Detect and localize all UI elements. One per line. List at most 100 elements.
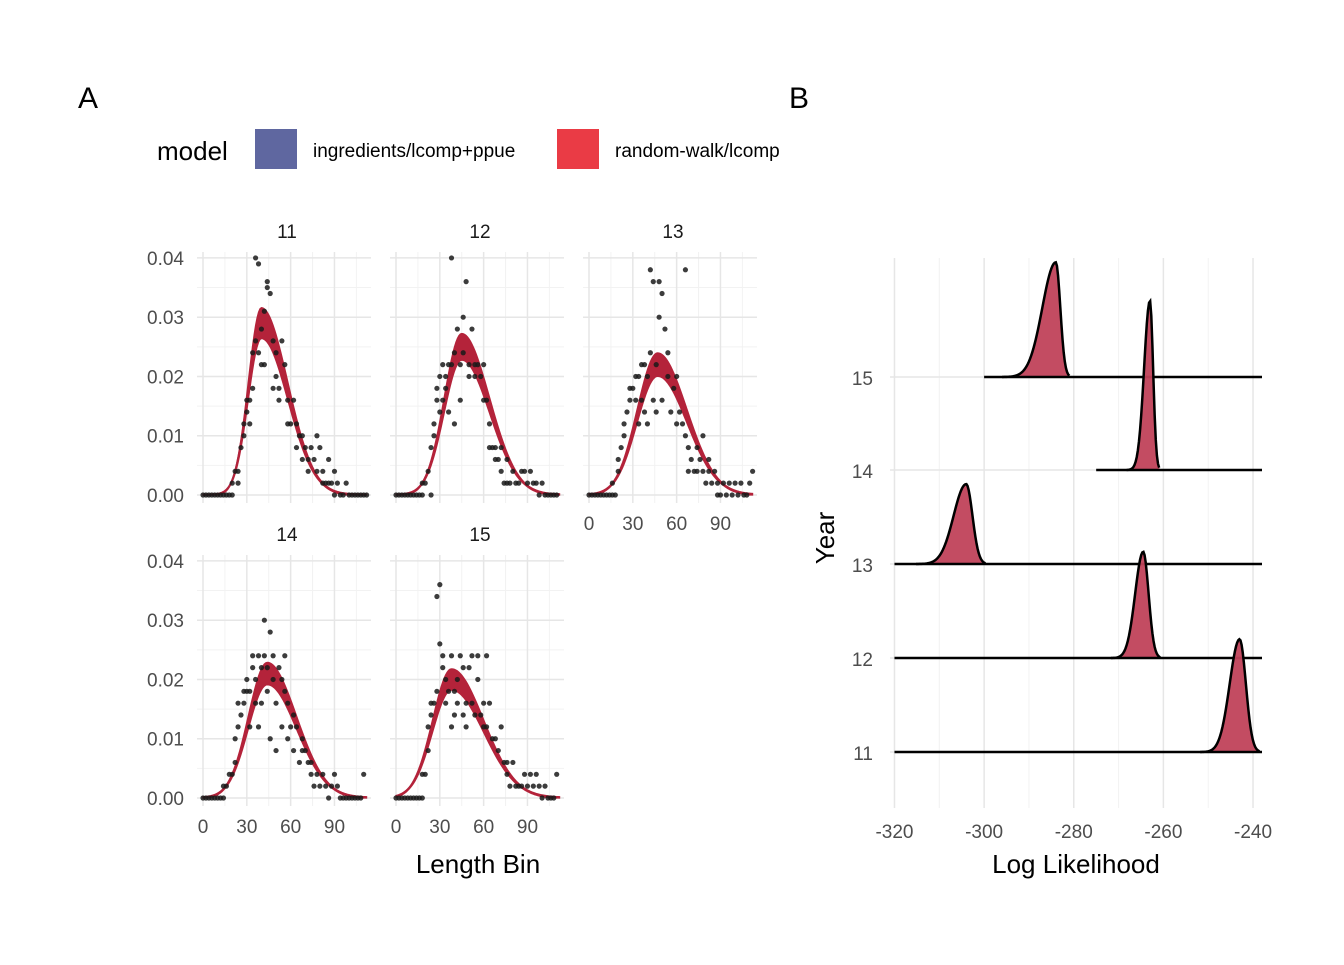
observed-point (481, 700, 487, 706)
legend-key-random-walk (557, 129, 599, 169)
observed-point (302, 444, 308, 451)
observed-point (440, 665, 446, 671)
observed-point (252, 255, 259, 261)
x-tick-label: -300 (965, 822, 1003, 843)
observed-point (314, 771, 320, 777)
observed-point (533, 480, 539, 486)
observed-point (290, 747, 297, 754)
observed-point (232, 736, 238, 742)
observed-point (437, 641, 443, 647)
observed-point (533, 771, 539, 777)
observed-point (220, 795, 227, 801)
observed-point (709, 480, 715, 486)
observed-point (255, 724, 262, 730)
observed-point (252, 676, 259, 683)
observed-point (241, 433, 247, 439)
observed-point (539, 480, 545, 486)
x-tick-label: 0 (584, 514, 595, 535)
observed-point (472, 712, 478, 718)
observed-point (539, 795, 545, 801)
observed-point (723, 492, 729, 498)
y-tick-label: 14 (852, 462, 874, 483)
facet-12: 12 (390, 222, 564, 503)
observed-point (527, 468, 534, 474)
observed-point (735, 492, 741, 498)
observed-point (305, 456, 311, 463)
x-tick-label: 90 (324, 817, 345, 838)
x-tick-label: 30 (622, 514, 643, 535)
observed-point (241, 700, 247, 706)
observed-point (255, 653, 262, 659)
y-tick-label: 0.01 (147, 427, 184, 448)
observed-point (536, 492, 542, 498)
observed-point (425, 747, 431, 754)
observed-point (247, 397, 253, 403)
observed-point (247, 421, 253, 427)
observed-point (469, 326, 475, 332)
observed-point (463, 700, 469, 706)
observed-point (656, 279, 662, 285)
observed-point (302, 747, 308, 754)
observed-point (694, 468, 700, 474)
observed-point (510, 759, 516, 766)
observed-point (305, 468, 311, 474)
observed-point (463, 279, 469, 285)
ridge-density-area (915, 484, 987, 564)
observed-point (250, 665, 256, 671)
observed-point (504, 771, 510, 777)
y-tick-label: 0.02 (147, 670, 184, 691)
observed-point (478, 373, 484, 380)
observed-point (235, 724, 241, 730)
observed-point (261, 362, 267, 368)
observed-point (258, 326, 265, 332)
observed-point (460, 350, 466, 356)
observed-point (551, 795, 557, 801)
observed-point (273, 373, 279, 380)
observed-point (457, 362, 463, 368)
observed-point (712, 468, 718, 474)
facet-15: 15 (390, 525, 564, 806)
observed-point (288, 724, 294, 730)
observed-point (659, 397, 665, 403)
observed-point (299, 433, 305, 439)
observed-point (747, 480, 753, 486)
y-tick-label: 0.00 (147, 486, 184, 507)
observed-point (235, 480, 241, 486)
observed-point (685, 468, 691, 474)
y-tick-label: 0.03 (147, 308, 184, 329)
x-tick-label: 30 (429, 817, 450, 838)
observed-point (486, 421, 493, 427)
observed-point (431, 421, 437, 427)
observed-point (636, 373, 642, 380)
observed-point (276, 397, 282, 403)
observed-point (448, 653, 455, 659)
observed-point (507, 480, 513, 486)
observed-point (285, 700, 291, 706)
observed-point (644, 421, 651, 427)
observed-point (331, 492, 338, 498)
observed-point (475, 676, 481, 683)
observed-point (679, 421, 686, 427)
panel-label-b: B (789, 82, 809, 115)
observed-point (703, 480, 709, 486)
observed-point (334, 783, 340, 789)
observed-point (668, 409, 674, 415)
observed-point (495, 747, 501, 754)
observed-point (688, 456, 694, 463)
observed-point (343, 480, 349, 486)
observed-point (627, 397, 633, 403)
observed-point (293, 421, 300, 427)
observed-point (717, 492, 724, 498)
observed-point (270, 653, 276, 659)
x-tick-label: -320 (875, 822, 913, 843)
observed-point (682, 267, 689, 273)
observed-point (308, 759, 314, 766)
panel-b-y-axis-title: Year (810, 511, 840, 564)
observed-point (469, 700, 475, 706)
ridge-year-11 (894, 637, 1262, 754)
observed-point (267, 290, 273, 297)
observed-point (621, 433, 627, 439)
observed-point (510, 468, 516, 474)
observed-point (434, 593, 440, 600)
observed-point (299, 736, 305, 742)
